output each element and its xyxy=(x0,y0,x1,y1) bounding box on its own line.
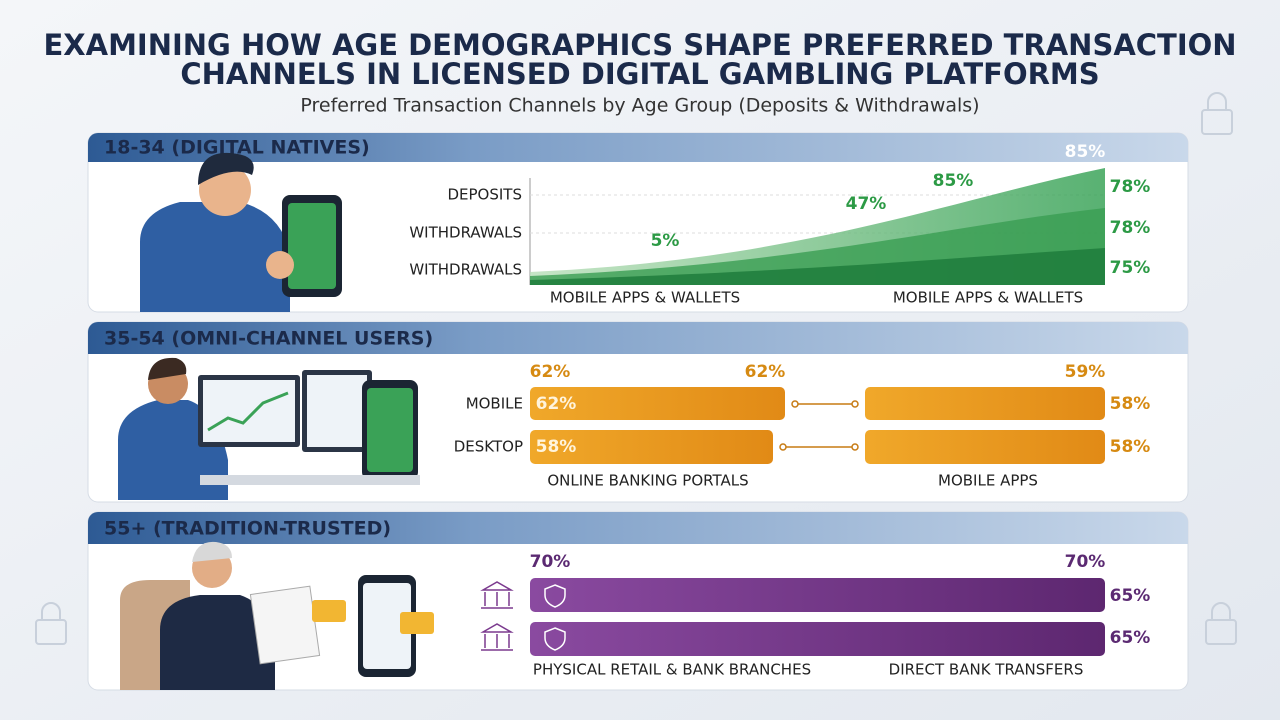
bar xyxy=(530,578,1105,612)
panel-heading-bar xyxy=(88,512,1188,544)
value-label: 58% xyxy=(536,437,577,457)
value-label: 59% xyxy=(1065,362,1106,382)
axis-label: MOBILE APPS xyxy=(938,472,1038,490)
value-label: 78% xyxy=(1110,218,1151,238)
bar xyxy=(530,430,773,464)
value-label: 47% xyxy=(846,194,887,214)
value-label: 70% xyxy=(1065,552,1106,572)
axis-label: MOBILE APPS & WALLETS xyxy=(893,289,1083,307)
value-label: 58% xyxy=(1110,394,1151,414)
bar xyxy=(530,387,785,420)
value-label: 62% xyxy=(536,394,577,414)
panel-heading: 18-34 (DIGITAL NATIVES) xyxy=(104,137,370,159)
title: CHANNELS IN LICENSED DIGITAL GAMBLING PL… xyxy=(180,57,1099,91)
bar xyxy=(530,622,1105,656)
connectors xyxy=(779,400,859,451)
axis-label: MOBILE APPS & WALLETS xyxy=(550,289,740,307)
row-label: MOBILE xyxy=(466,395,523,413)
subtitle: Preferred Transaction Channels by Age Gr… xyxy=(300,95,979,117)
area xyxy=(530,248,1105,285)
panel-heading: 35-54 (OMNI-CHANNEL USERS) xyxy=(104,328,433,350)
senior-illustration xyxy=(120,541,434,690)
panel-heading-bar xyxy=(88,133,1188,162)
row-label: DEPOSITS xyxy=(447,186,522,204)
desk-illustration xyxy=(118,357,420,500)
value-label: 5% xyxy=(651,231,680,251)
axis-label: PHYSICAL RETAIL & BANK BRANCHES xyxy=(533,661,811,679)
row-label: WITHDRAWALS xyxy=(409,224,522,242)
value-label: 65% xyxy=(1110,586,1151,606)
bar xyxy=(865,387,1105,420)
person-illustration xyxy=(140,152,342,312)
row-label: WITHDRAWALS xyxy=(409,261,522,279)
bank-icons xyxy=(480,581,514,651)
value-label: 58% xyxy=(1110,437,1151,457)
panel-heading-bar xyxy=(88,322,1188,354)
value-label: 62% xyxy=(530,362,571,382)
value-label: 85% xyxy=(1065,142,1106,162)
row-label: DESKTOP xyxy=(454,438,523,456)
value-label: 85% xyxy=(933,171,974,191)
value-label: 65% xyxy=(1110,628,1151,648)
lock-icons xyxy=(35,92,1237,645)
axis-label: ONLINE BANKING PORTALS xyxy=(547,472,748,490)
value-label: 75% xyxy=(1110,258,1151,278)
value-label: 62% xyxy=(745,362,786,382)
title: EXAMINING HOW AGE DEMOGRAPHICS SHAPE PRE… xyxy=(43,28,1236,62)
value-label: 70% xyxy=(530,552,571,572)
bar xyxy=(865,430,1105,464)
axis-label: DIRECT BANK TRANSFERS xyxy=(889,661,1084,679)
shield-icons xyxy=(544,584,566,651)
value-label: 78% xyxy=(1110,177,1151,197)
panel-heading: 55+ (TRADITION-TRUSTED) xyxy=(104,518,391,540)
